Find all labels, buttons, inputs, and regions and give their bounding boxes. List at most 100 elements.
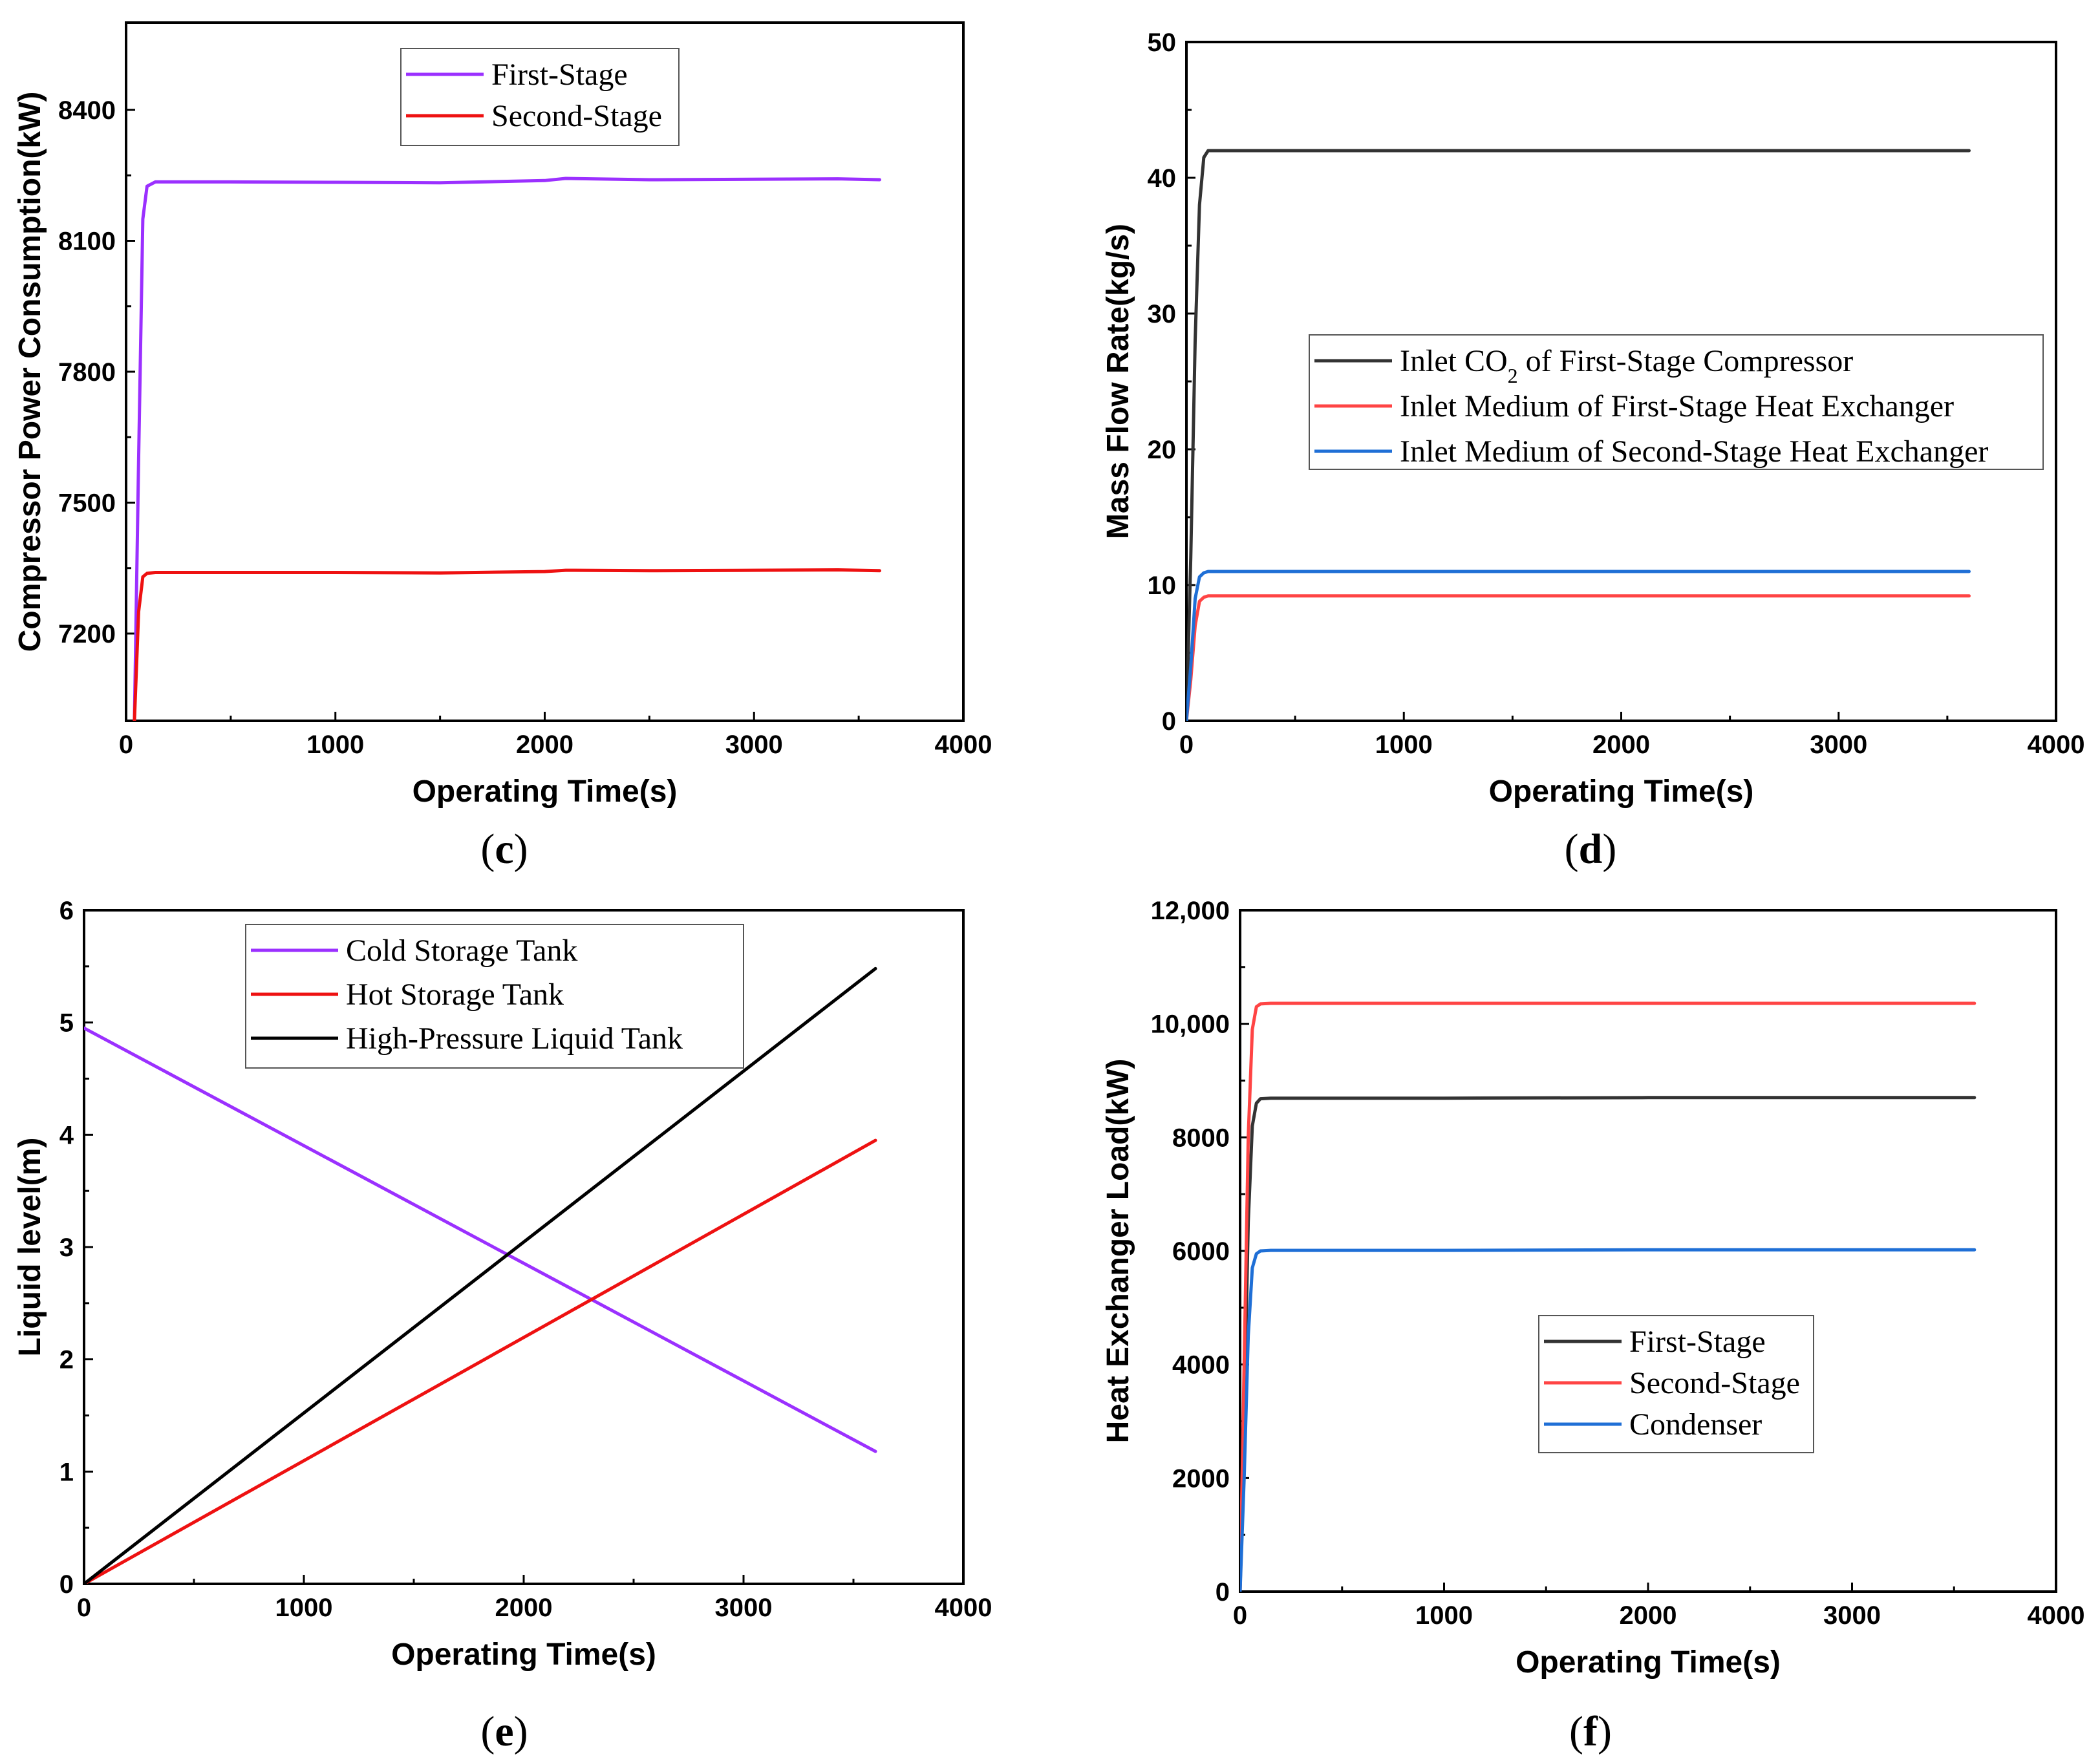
series-line-1 [133, 176, 881, 721]
series-line-2 [1240, 1001, 1977, 1592]
series-line-2 [84, 1138, 877, 1584]
chart-panel-f: 0 1000 2000 3000 4000 0 2000 4000 6000 8000 10,000… [1101, 897, 2084, 1755]
y-tick-label: 6000 [1172, 1237, 1230, 1266]
x-tick-label: 0 [119, 731, 133, 759]
y-tick-label: 7200 [58, 620, 116, 648]
legend-label: First-Stage [1629, 1325, 1766, 1359]
y-tick-label: 30 [1148, 300, 1177, 328]
legend-label-main: Hot Storage Tank [346, 977, 564, 1012]
y-axis-title: Compressor Power Consumption(kW) [13, 92, 47, 652]
legend-label: Second-Stage [491, 99, 662, 133]
y-tick-label: 10 [1148, 571, 1177, 600]
y-tick-label: 2000 [1172, 1464, 1230, 1493]
legend-label-main: First-Stage [491, 58, 628, 92]
panel-label: (d) [1565, 826, 1617, 873]
legend-box [1309, 334, 2044, 470]
y-tick-label: 2 [59, 1346, 74, 1374]
x-tick-label: 1000 [306, 731, 364, 759]
y-tick-label: 6 [59, 897, 74, 925]
series-line-3 [1240, 1248, 1977, 1592]
series-line-2 [133, 568, 881, 721]
x-tick-label: 4000 [2028, 731, 2085, 759]
panel-label: (e) [480, 1708, 528, 1755]
y-tick-label: 4 [59, 1121, 74, 1149]
series-line-1 [84, 1026, 877, 1453]
legend: First-Stage Second-Stage [400, 48, 680, 146]
legend-box [400, 48, 680, 146]
chart-panel-d: 0 1000 2000 3000 4000 0 10 20 30 40 50 Operating Ti… [1101, 28, 2084, 873]
x-tick-label: 4000 [935, 1594, 992, 1622]
legend-label-main: Inlet Medium of First-Stage Heat Exchang… [1400, 389, 1954, 423]
legend-label-main: Condenser [1629, 1407, 1762, 1442]
series-line-3 [84, 966, 877, 1584]
y-tick-label: 8100 [58, 228, 116, 256]
y-tick-label: 5 [59, 1009, 74, 1038]
legend: Inlet CO2 of First-Stage CompressorInlet… [1309, 334, 2044, 470]
x-tick-label: 1000 [1415, 1601, 1473, 1630]
legend-label: Cold Storage Tank [346, 934, 577, 968]
legend: Cold Storage Tank Hot Storage Tank High-Pr… [245, 924, 744, 1069]
x-tick-label: 4000 [935, 731, 992, 759]
x-axis-title: Operating Time(s) [1516, 1645, 1781, 1680]
y-tick-label: 1 [59, 1458, 74, 1486]
legend-label-main: High-Pressure Liquid Tank [346, 1021, 683, 1056]
y-axis-title: Heat Exchanger Load(kW) [1101, 1059, 1135, 1444]
x-axis-title: Operating Time(s) [412, 774, 678, 809]
x-tick-label: 1000 [275, 1594, 333, 1622]
legend-label-suffix: of First-Stage Compressor [1518, 344, 1854, 378]
x-tick-label: 1000 [1375, 731, 1433, 759]
chart-panel-c: 0 1000 2000 3000 4000 7200 7500 7800 8100 8400 Ope… [13, 21, 992, 873]
x-tick-label: 0 [77, 1594, 91, 1622]
series-line-1 [1186, 149, 1971, 721]
x-tick-label: 3000 [715, 1594, 773, 1622]
x-tick-label: 4000 [2028, 1601, 2085, 1630]
x-axis-title: Operating Time(s) [1489, 774, 1754, 809]
legend-box [245, 924, 744, 1069]
x-tick-label: 0 [1233, 1601, 1247, 1630]
y-tick-label: 4000 [1172, 1351, 1230, 1380]
legend-label-main: Second-Stage [491, 99, 662, 133]
legend-label: Second-Stage [1629, 1366, 1800, 1400]
y-tick-label: 40 [1148, 164, 1177, 193]
legend-label-main: First-Stage [1629, 1325, 1766, 1359]
legend-label-subscript: 2 [1508, 364, 1518, 387]
x-tick-label: 2000 [1620, 1601, 1677, 1630]
legend-label-main: Cold Storage Tank [346, 934, 577, 968]
legend-label-main: Second-Stage [1629, 1366, 1800, 1400]
legend-label: Hot Storage Tank [346, 977, 564, 1012]
y-tick-label: 8400 [58, 96, 116, 125]
legend-label: First-Stage [491, 58, 628, 92]
x-tick-label: 2000 [495, 1594, 553, 1622]
y-tick-label: 0 [1216, 1578, 1230, 1606]
y-tick-label: 20 [1148, 436, 1177, 464]
panel-label: (c) [480, 826, 528, 873]
panel-label: (f) [1569, 1708, 1612, 1755]
legend-label: Inlet CO2 of First-Stage Compressor [1400, 344, 1853, 387]
series-line-2 [1186, 594, 1971, 721]
y-axis-title: Mass Flow Rate(kg/s) [1101, 224, 1135, 539]
x-tick-label: 3000 [725, 731, 783, 759]
series-line-3 [1186, 570, 1971, 721]
x-tick-label: 3000 [1823, 1601, 1881, 1630]
legend-label: High-Pressure Liquid Tank [346, 1021, 683, 1056]
y-tick-label: 0 [1162, 707, 1176, 736]
y-tick-label: 0 [59, 1570, 74, 1599]
y-tick-label: 7500 [58, 489, 116, 518]
x-axis-title: Operating Time(s) [391, 1638, 656, 1672]
legend-label: Inlet Medium of Second-Stage Heat Exchan… [1400, 434, 1988, 469]
y-tick-label: 50 [1148, 28, 1177, 57]
y-tick-label: 10,000 [1151, 1010, 1230, 1039]
y-tick-label: 7800 [58, 358, 116, 387]
legend-label-main: Inlet CO [1400, 344, 1508, 378]
legend: First-Stage Second-Stage Condenser [1538, 1315, 1814, 1453]
legend-label: Inlet Medium of First-Stage Heat Exchang… [1400, 389, 1954, 423]
y-tick-label: 12,000 [1151, 897, 1230, 925]
x-tick-label: 2000 [516, 731, 573, 759]
y-tick-label: 8000 [1172, 1124, 1230, 1152]
chart-panel-e: 0 1000 2000 3000 4000 0 1 2 3 4 5 6 Operating Time(s… [13, 897, 992, 1755]
legend-label: Condenser [1629, 1407, 1762, 1442]
y-axis-title: Liquid level(m) [13, 1138, 47, 1357]
y-tick-label: 3 [59, 1233, 74, 1262]
x-tick-label: 0 [1179, 731, 1194, 759]
